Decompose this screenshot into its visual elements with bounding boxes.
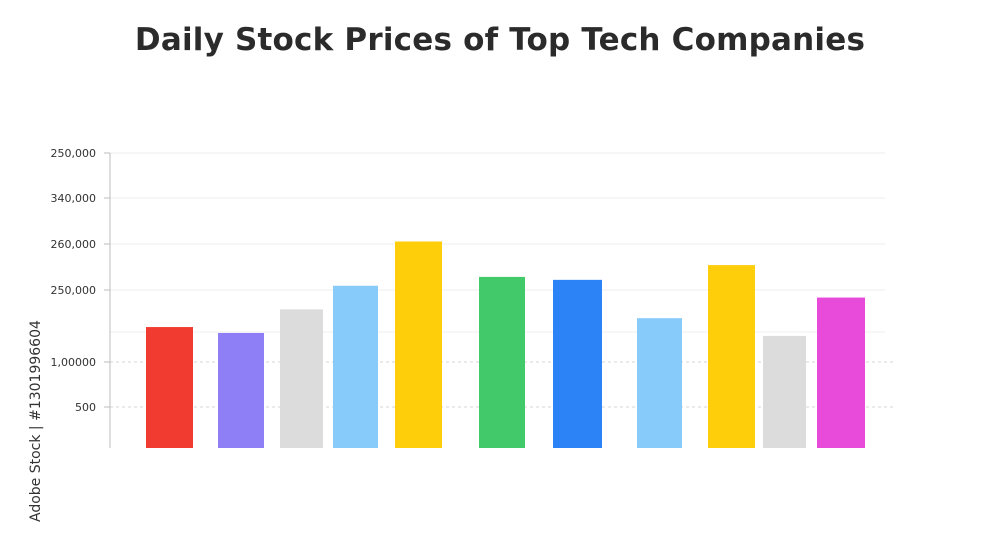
chart-title: Daily Stock Prices of Top Tech Companies xyxy=(134,22,866,58)
watermark: Adobe Stock | #1301996604 xyxy=(4,290,44,530)
bar xyxy=(817,297,865,448)
y-tick-label: 260,000 xyxy=(51,238,97,251)
bar xyxy=(479,276,525,448)
y-tick-label: 500 xyxy=(75,401,96,414)
y-tick-label: 250,000 xyxy=(51,147,97,160)
bars xyxy=(146,241,865,448)
y-tick-label: 340,000 xyxy=(51,192,97,205)
bar xyxy=(637,318,682,448)
y-tick-labels: 250,000 340,000 260,000 250,000 1,00000 500 xyxy=(51,147,97,414)
bar xyxy=(218,332,264,448)
bar xyxy=(553,279,602,448)
bar xyxy=(395,241,442,448)
bar xyxy=(763,335,806,448)
y-tick-label: 250,000 xyxy=(51,284,97,297)
bar xyxy=(280,309,323,448)
bar xyxy=(146,327,193,448)
y-tick-label: 1,00000 xyxy=(51,356,97,369)
bar xyxy=(708,265,755,448)
bar xyxy=(333,285,378,448)
watermark-text: Adobe Stock | #1301996604 xyxy=(28,320,44,522)
